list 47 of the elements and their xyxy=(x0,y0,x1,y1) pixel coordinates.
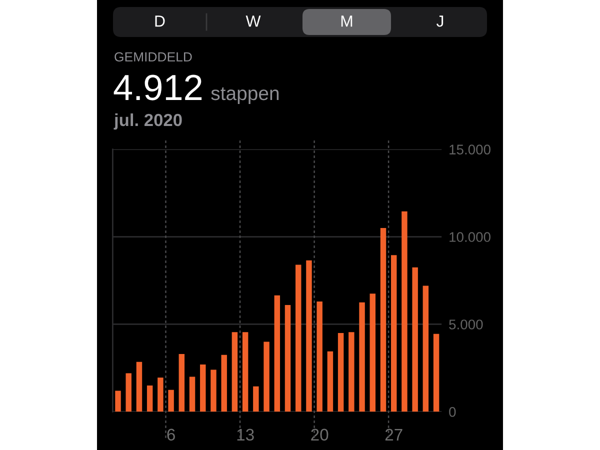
bar xyxy=(422,286,429,412)
bar xyxy=(348,332,354,412)
chart-subtitle: jul. 2020 xyxy=(114,113,182,130)
bar xyxy=(221,354,227,412)
text: stappen xyxy=(211,87,279,104)
bar xyxy=(306,260,312,412)
bar xyxy=(146,385,153,412)
y-tick-label: 10.000 xyxy=(450,232,490,242)
bar xyxy=(316,301,322,412)
bar xyxy=(232,332,238,412)
text: J xyxy=(436,16,444,27)
bar xyxy=(284,304,291,412)
chart-title: 4.912 xyxy=(114,74,202,100)
x-tick-label: 13 xyxy=(237,428,254,441)
text: M xyxy=(341,16,352,27)
bar xyxy=(359,302,365,412)
bar xyxy=(412,267,418,412)
bar xyxy=(433,334,440,412)
bar xyxy=(264,342,270,412)
bar xyxy=(136,362,142,412)
bar xyxy=(210,370,216,412)
y-tick-label: 0 xyxy=(449,407,456,417)
bar xyxy=(402,211,408,412)
bar xyxy=(189,376,196,412)
text: GEMIDDELD xyxy=(114,52,192,62)
bar xyxy=(296,264,302,412)
text: W xyxy=(246,16,261,27)
bar xyxy=(126,373,132,412)
bar xyxy=(338,332,344,412)
text: D xyxy=(155,16,165,27)
bar xyxy=(178,354,185,412)
x-tick-label: 27 xyxy=(385,428,402,440)
y-tick-label: 5.000 xyxy=(449,320,483,330)
bar xyxy=(327,351,334,412)
bar xyxy=(370,294,376,412)
bar xyxy=(200,364,206,412)
bar xyxy=(242,332,248,412)
bar xyxy=(274,295,280,412)
bar xyxy=(158,378,164,412)
bar xyxy=(380,228,386,412)
bar xyxy=(168,390,174,412)
bar xyxy=(115,390,121,412)
bar xyxy=(390,255,397,412)
y-tick-label: 15.000 xyxy=(450,144,490,154)
bar xyxy=(253,386,259,412)
x-tick-label: 20 xyxy=(311,428,328,441)
x-tick-label: 6 xyxy=(167,428,175,441)
